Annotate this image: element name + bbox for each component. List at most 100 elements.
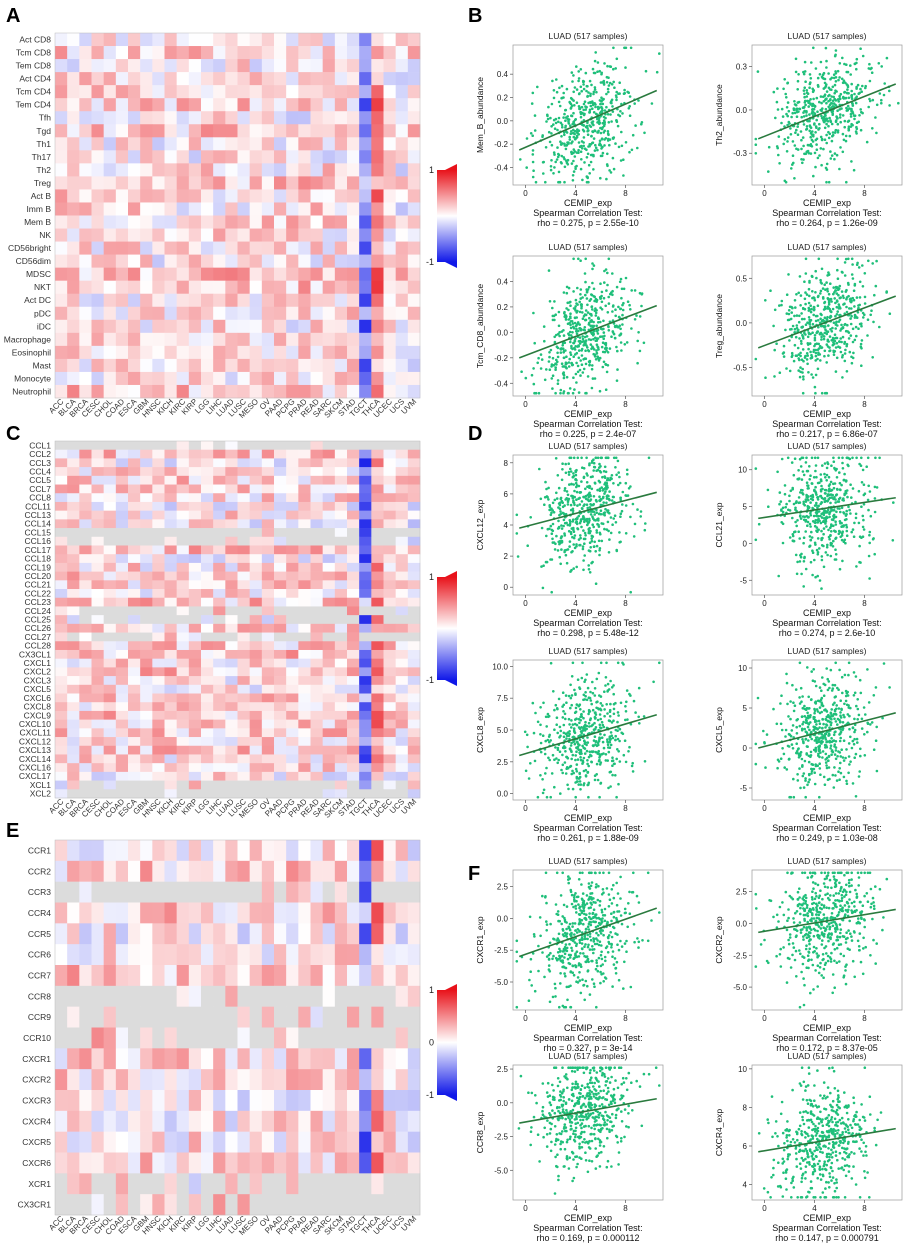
heatmap-cell [359, 1048, 372, 1070]
scatter-point [622, 158, 625, 161]
scatter-point [623, 91, 626, 95]
scatter-point [608, 81, 612, 85]
heatmap-cell [103, 562, 117, 572]
heatmap-cell [347, 319, 360, 334]
scatter-point [822, 324, 826, 328]
scatter-point [806, 362, 809, 366]
heatmap-cell [310, 649, 323, 659]
heatmap-cell [201, 965, 214, 987]
heatmap-cell [91, 860, 104, 882]
scatter-point [861, 54, 865, 58]
heatmap-cell [286, 111, 299, 125]
heatmap-cell [176, 449, 190, 459]
heatmap-cell [152, 1194, 165, 1216]
heatmap-cell [274, 1027, 287, 1049]
heatmap-cell [225, 780, 238, 790]
scatter-point [584, 313, 588, 317]
heatmap-cell [79, 728, 92, 738]
scatter-point [566, 158, 570, 162]
heatmap-cell [152, 1006, 165, 1028]
heatmap-cell [103, 944, 117, 966]
heatmap-cell [91, 1090, 104, 1112]
heatmap-cell [115, 1048, 129, 1070]
heatmap-cell [261, 280, 275, 295]
scatter-point [834, 49, 838, 52]
heatmap-cell [213, 676, 226, 686]
heatmap-cell [334, 241, 348, 255]
heatmap-cell [55, 254, 68, 268]
scatter-point [796, 346, 800, 350]
scatter-point [799, 294, 803, 297]
heatmap-cell [322, 606, 336, 616]
heatmap-cell [91, 46, 104, 60]
scatter-point [584, 280, 587, 284]
heatmap-cell [79, 771, 92, 781]
heatmap-row-label: CCL2 [29, 449, 51, 459]
heatmap-cell [334, 519, 348, 529]
heatmap-cell [334, 615, 348, 625]
heatmap-cell [164, 371, 177, 386]
scatter-point [807, 301, 811, 305]
heatmap-cell [55, 484, 68, 494]
heatmap-cell [91, 345, 104, 360]
scatter-point [780, 303, 783, 307]
heatmap-cell [67, 554, 80, 564]
scatter-point [573, 388, 576, 391]
heatmap-cell [347, 1006, 360, 1028]
heatmap-cell [164, 215, 177, 229]
heatmap-cell [128, 1131, 141, 1153]
scatter-point [850, 314, 853, 318]
heatmap-cell [334, 189, 348, 203]
heatmap-cell [164, 254, 177, 268]
heatmap-cell [176, 632, 190, 642]
heatmap-cell [79, 763, 92, 773]
heatmap-cell [407, 467, 421, 477]
heatmap-cell [176, 754, 190, 764]
heatmap-cell [152, 881, 165, 903]
heatmap-cell [79, 267, 92, 281]
scatter-title: LUAD (517 samples) [549, 31, 628, 41]
scatter-point [793, 314, 796, 318]
heatmap-cell [140, 789, 153, 799]
heatmap-cell [249, 1027, 263, 1049]
heatmap-cell [274, 606, 287, 616]
heatmap-cell [322, 944, 336, 966]
scatter-point [804, 272, 808, 275]
scatter-point [838, 167, 841, 171]
heatmap-cell [164, 528, 177, 538]
heatmap-cell [91, 1027, 104, 1049]
heatmap-cell [176, 623, 190, 633]
scatter-point [832, 341, 835, 344]
scatter-point [595, 351, 599, 355]
scatter-point [600, 300, 604, 304]
scatter-point [812, 313, 815, 317]
heatmap-cell [79, 59, 92, 73]
heatmap-cell [201, 371, 214, 386]
scatter-point [803, 297, 807, 301]
heatmap-cell [188, 59, 202, 73]
scatter-point [872, 320, 875, 324]
heatmap-cell [67, 501, 80, 511]
scatter-point [843, 261, 847, 264]
heatmap-cell [225, 215, 238, 229]
scatter-point [592, 348, 596, 351]
heatmap-cell [103, 510, 117, 520]
scatter-point [569, 312, 572, 316]
heatmap-cell [140, 606, 153, 616]
heatmap-cell [128, 458, 141, 468]
heatmap-cell [249, 676, 263, 686]
heatmap-cell [261, 1027, 275, 1049]
scatter-point [805, 358, 809, 361]
heatmap-cell [201, 615, 214, 625]
scatter-point [537, 391, 541, 395]
heatmap-cell [395, 1006, 409, 1028]
scatter-point [555, 78, 558, 81]
heatmap-cell [225, 519, 238, 529]
heatmap-cell [115, 562, 129, 572]
heatmap-cell [79, 371, 92, 386]
heatmap-cell [322, 728, 336, 738]
heatmap-cell [79, 254, 92, 268]
heatmap-cell [383, 649, 396, 659]
heatmap-cell [261, 728, 275, 738]
heatmap-cell [140, 1131, 153, 1153]
